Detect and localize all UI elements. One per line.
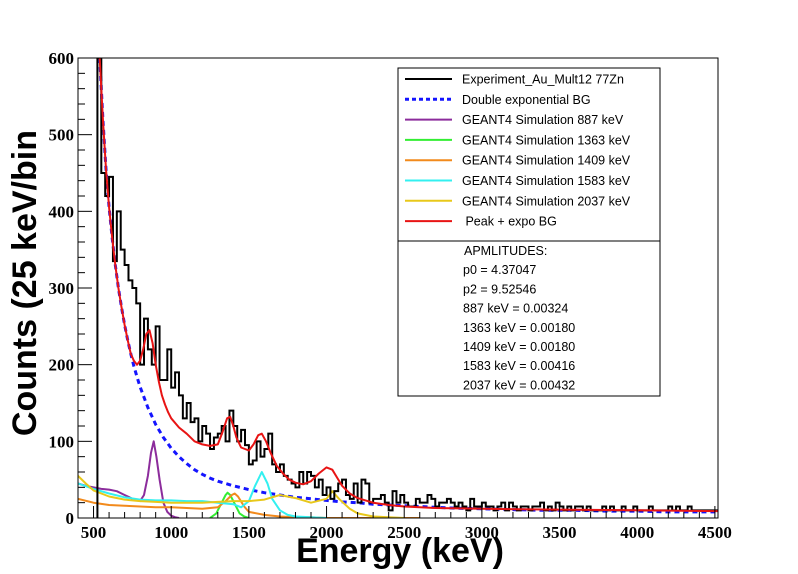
y-tick-label: 400 — [49, 202, 75, 221]
annotation-line: 2037 keV = 0.00432 — [463, 378, 575, 392]
legend-annotations: APMLITUDES: p0 = 4.37047 p2 = 9.52546 887 k… — [463, 244, 575, 392]
legend-label-experiment-au-mult12-77zn: Experiment_Au_Mult12 77Zn — [462, 73, 624, 87]
legend-frame — [397, 67, 661, 397]
annotation-line: p0 = 4.37047 — [463, 263, 536, 277]
y-tick-label: 200 — [49, 356, 75, 375]
legend-box: Experiment_Au_Mult12 77Zn Double exponent… — [397, 67, 661, 397]
x-tick-label: 3000 — [465, 523, 499, 542]
legend-label-double-exponential-bg: Double exponential BG — [462, 93, 591, 107]
x-tick-label: 2000 — [310, 523, 344, 542]
legend-label-geant4-simulation-887-kev: GEANT4 Simulation 887 keV — [462, 113, 624, 127]
annotation-line: 1583 keV = 0.00416 — [463, 359, 575, 373]
series-geant4-simulation-887-kev — [78, 440, 180, 518]
x-tick-label: 4000 — [620, 523, 654, 542]
legend-label-peak-expo-bg: Peak + expo BG — [462, 215, 557, 229]
legend-entries: Experiment_Au_Mult12 77Zn Double exponent… — [405, 73, 631, 229]
x-tick-label: 500 — [81, 523, 107, 542]
legend-label-geant4-simulation-1409-kev: GEANT4 Simulation 1409 keV — [462, 154, 631, 168]
y-tick-label: 0 — [66, 509, 75, 528]
annotation-line: 1409 keV = 0.00180 — [463, 340, 575, 354]
axis-layer: 500 1000 1500 2000 2500 3000 3500 4000 4500 0 100 2… — [49, 49, 732, 542]
series-geant4-simulation-1583-kev — [78, 471, 327, 518]
y-tick-label: 100 — [49, 432, 75, 451]
annotation-line: p2 = 9.52546 — [463, 282, 536, 296]
y-tick-label: 500 — [49, 126, 75, 145]
y-tick-label: 300 — [49, 279, 75, 298]
annotation-line: APMLITUDES: — [464, 244, 547, 258]
x-tick-label: 3500 — [543, 523, 577, 542]
series-geant4-simulation-2037-kev — [78, 475, 405, 518]
x-tick-label: 1000 — [154, 523, 188, 542]
y-tick-label: 600 — [49, 49, 75, 68]
x-tick-label: 4500 — [698, 523, 732, 542]
series-geant4-simulation-1363-kev — [209, 491, 250, 518]
series-layer — [78, 58, 718, 518]
legend-label-geant4-simulation-1363-kev: GEANT4 Simulation 1363 keV — [462, 133, 631, 147]
legend-label-geant4-simulation-2037-kev: GEANT4 Simulation 2037 keV — [462, 194, 631, 208]
x-tick-label: 2500 — [387, 523, 421, 542]
annotation-line: 887 keV = 0.00324 — [463, 302, 568, 316]
x-axis-title: Energy (keV) — [296, 532, 504, 570]
x-tick-label: 1500 — [232, 523, 266, 542]
series-peak-expo-bg — [98, 58, 718, 513]
legend-label-geant4-simulation-1583-kev: GEANT4 Simulation 1583 keV — [462, 174, 631, 188]
annotation-line: 1363 keV = 0.00180 — [463, 321, 575, 335]
y-axis-title: Counts (25 keV/bin — [6, 130, 44, 436]
